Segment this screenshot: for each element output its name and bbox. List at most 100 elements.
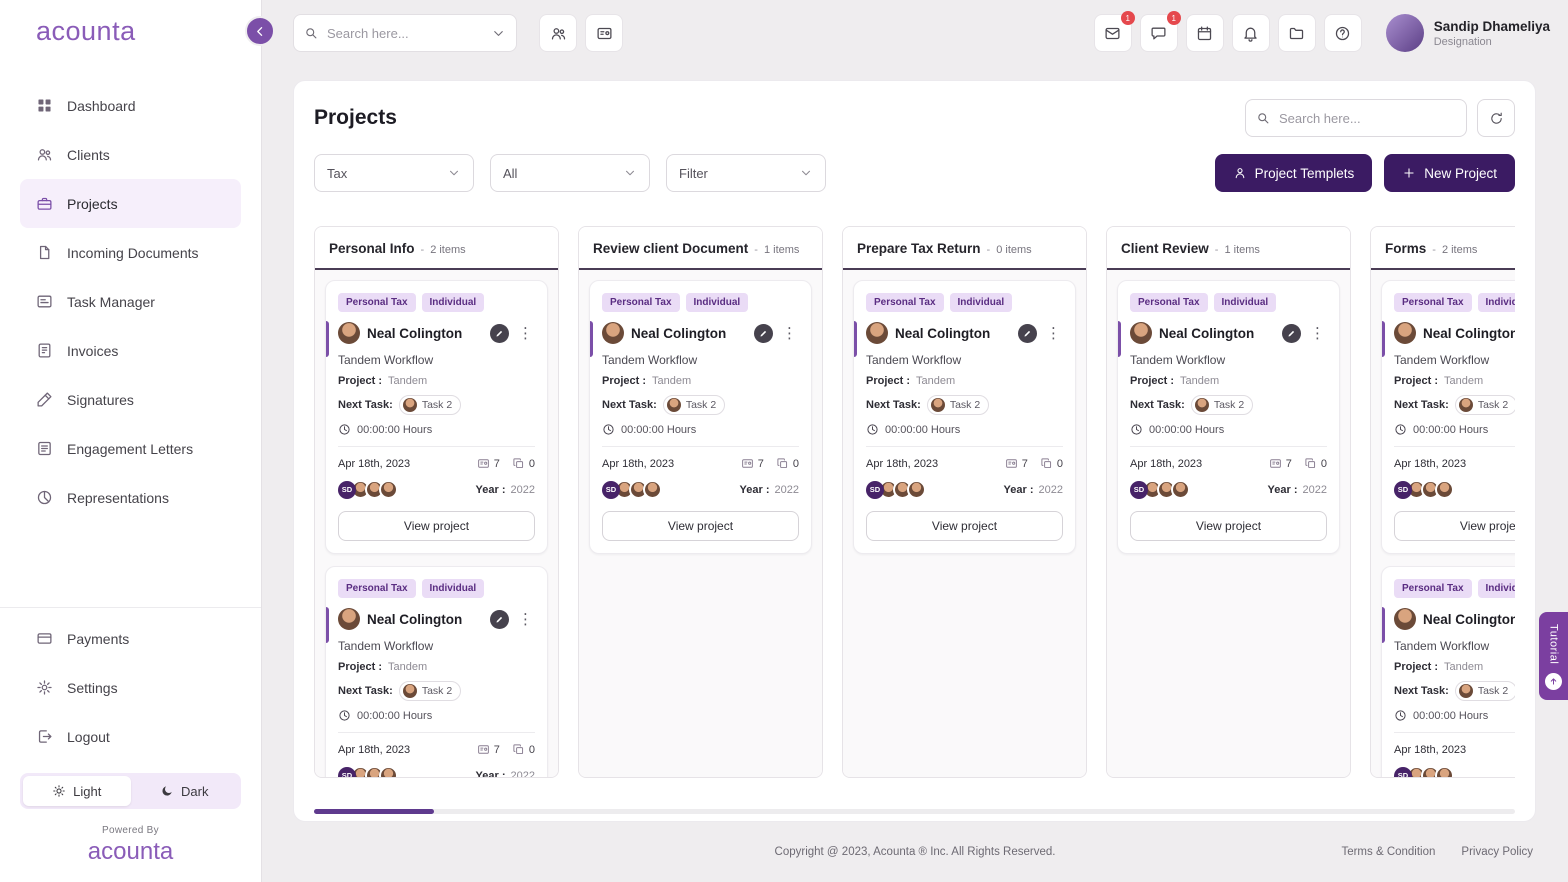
search-icon (304, 26, 319, 41)
sidebar-item-representations[interactable]: Representations (20, 473, 241, 522)
task-pill[interactable]: Task 2 (1454, 395, 1515, 415)
refresh-button[interactable] (1477, 99, 1515, 137)
kebab-menu-icon[interactable]: ⋮ (1046, 324, 1061, 342)
copies-count: 0 (1320, 457, 1327, 470)
task-pill[interactable]: Task 2 (398, 681, 462, 701)
notifications-button[interactable] (1231, 14, 1270, 52)
hours-row: 00:00:00 Hours (338, 423, 535, 436)
forms-quick-button[interactable] (585, 14, 623, 52)
files-button[interactable] (1277, 14, 1316, 52)
project-label: Project : (338, 375, 383, 387)
clock-icon (1394, 423, 1407, 436)
view-project-button[interactable]: View project (602, 511, 799, 541)
hours-value: 00:00:00 Hours (621, 423, 697, 436)
task-pill[interactable]: Task 2 (398, 395, 462, 415)
project-card[interactable]: Personal Tax Individual Neal Colington ⋮… (1117, 280, 1340, 554)
column-title: Forms (1385, 241, 1427, 256)
project-card[interactable]: Personal Tax Individual Neal Colington ⋮… (325, 566, 548, 777)
sidebar-item-engagement-letters[interactable]: Engagement Letters (20, 424, 241, 473)
sidebar-item-invoices[interactable]: Invoices (20, 326, 241, 375)
sidebar-collapse-button[interactable] (245, 16, 275, 46)
new-project-label: New Project (1424, 165, 1497, 181)
edit-button[interactable] (754, 323, 773, 343)
filter-select-all[interactable]: All (490, 154, 650, 192)
sidebar-item-incoming-documents[interactable]: Incoming Documents (20, 228, 241, 277)
view-project-button[interactable]: View project (866, 511, 1063, 541)
task-pill[interactable]: Task 2 (1454, 681, 1515, 701)
horizontal-scrollbar-track[interactable] (314, 809, 1515, 814)
user-menu[interactable]: Sandip Dhameliya Designation (1385, 14, 1550, 52)
project-value: Tandem (1180, 375, 1220, 387)
filter-select-tax[interactable]: Tax (314, 154, 474, 192)
view-project-button[interactable]: View project (1394, 511, 1515, 541)
card-divider (866, 446, 1063, 447)
help-button[interactable] (1323, 14, 1362, 52)
projects-search-input[interactable] (1279, 110, 1456, 126)
sidebar-item-clients[interactable]: Clients (20, 130, 241, 179)
edit-button[interactable] (490, 323, 509, 343)
privacy-link[interactable]: Privacy Policy (1461, 846, 1533, 858)
copy-icon (1304, 457, 1317, 470)
copies-stat: 0 (776, 457, 799, 470)
theme-dark-option[interactable]: Dark (131, 776, 239, 806)
kebab-menu-icon[interactable]: ⋮ (518, 610, 533, 628)
mail-button[interactable]: 1 (1093, 11, 1135, 52)
view-project-button[interactable]: View project (1130, 511, 1327, 541)
sidebar-item-logout[interactable]: Logout (20, 712, 241, 761)
edit-button[interactable] (1282, 323, 1301, 343)
clients-quick-button[interactable] (539, 14, 577, 52)
horizontal-scrollbar-thumb[interactable] (314, 809, 434, 814)
tag-personal-tax: Personal Tax (866, 293, 944, 312)
year-value: 2022 (1302, 483, 1327, 496)
workflow-name: Tandem Workflow (1394, 639, 1490, 653)
edit-button[interactable] (1018, 323, 1037, 343)
card-stats: 7 0 (477, 743, 535, 756)
card-divider (602, 446, 799, 447)
question-icon (1334, 25, 1351, 42)
next-task-label: Next Task: (1394, 399, 1449, 411)
sidebar: acounta Dashboard Clients Projects Incom… (0, 0, 275, 882)
edit-button[interactable] (490, 609, 509, 629)
sidebar-item-dashboard[interactable]: Dashboard (20, 81, 241, 130)
card-tags: Personal Tax Individual (602, 293, 799, 312)
next-task-row: Next Task: Task 2 (602, 395, 799, 415)
calendar-button[interactable] (1185, 14, 1224, 52)
tutorial-tab[interactable]: Tutorial (1539, 612, 1568, 701)
new-project-button[interactable]: New Project (1384, 154, 1515, 192)
sidebar-item-payments[interactable]: Payments (20, 614, 241, 663)
task-pill[interactable]: Task 2 (926, 395, 990, 415)
theme-light-option[interactable]: Light (23, 776, 131, 806)
project-card[interactable]: Personal Tax Individual Neal Colington ⋮… (853, 280, 1076, 554)
filter-select-filter[interactable]: Filter (666, 154, 826, 192)
view-project-button[interactable]: View project (338, 511, 535, 541)
task-pill[interactable]: Task 2 (1190, 395, 1254, 415)
sun-icon (52, 784, 66, 798)
terms-link[interactable]: Terms & Condition (1341, 846, 1436, 858)
project-label: Project : (1130, 375, 1175, 387)
sidebar-item-task-manager[interactable]: Task Manager (20, 277, 241, 326)
assignee-initials-avatar: SD (602, 480, 620, 499)
page-title: Projects (314, 106, 397, 129)
sidebar-item-signatures[interactable]: Signatures (20, 375, 241, 424)
projects-search[interactable] (1245, 99, 1467, 137)
project-card[interactable]: Personal Tax Individual Neal Colington ⋮… (325, 280, 548, 554)
sidebar-item-projects[interactable]: Projects (20, 179, 241, 228)
task-pill[interactable]: Task 2 (662, 395, 726, 415)
project-card[interactable]: Personal Tax Individual Neal Colington ⋮… (589, 280, 812, 554)
kebab-menu-icon[interactable]: ⋮ (518, 324, 533, 342)
column-header: Prepare Tax Return - 0 items (843, 227, 1086, 270)
card-name-row: Neal Colington ⋮ (1394, 608, 1515, 630)
global-search-input[interactable] (327, 25, 483, 41)
project-card[interactable]: Personal Tax Individual Neal Colington ⋮… (1381, 566, 1515, 777)
tutorial-scroll-icon[interactable] (1545, 673, 1562, 691)
year-label: Year : (475, 769, 506, 778)
sidebar-item-settings[interactable]: Settings (20, 663, 241, 712)
kebab-menu-icon[interactable]: ⋮ (1310, 324, 1325, 342)
global-search[interactable] (293, 14, 517, 52)
theme-dark-label: Dark (181, 783, 209, 799)
project-card[interactable]: Personal Tax Individual Neal Colington ⋮… (1381, 280, 1515, 554)
chat-button[interactable]: 1 (1139, 11, 1181, 52)
kebab-menu-icon[interactable]: ⋮ (782, 324, 797, 342)
project-templates-button[interactable]: Project Templets (1214, 154, 1373, 192)
person-icon (1233, 166, 1247, 180)
